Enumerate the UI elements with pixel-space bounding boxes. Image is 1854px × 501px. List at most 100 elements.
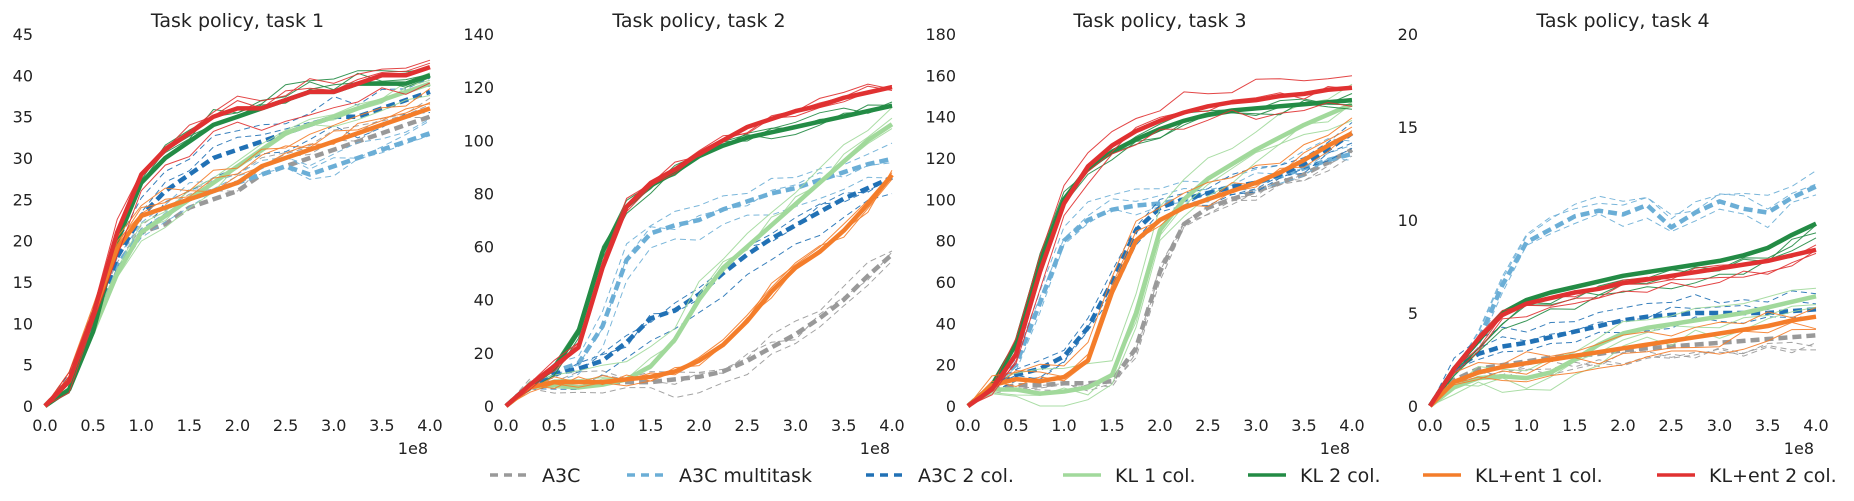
- x-tick-label: 2.5: [273, 416, 298, 435]
- y-tick-label: 180: [925, 25, 956, 44]
- series-run-line: [44, 85, 431, 407]
- y-tick-label: 140: [463, 25, 494, 44]
- y-tick-label: 0: [23, 397, 33, 416]
- x-offset-label: 1e8: [860, 439, 890, 458]
- series-run-line: [44, 95, 431, 407]
- legend-label: KL 2 col.: [1300, 465, 1381, 487]
- series-run-line: [967, 151, 1353, 407]
- series-run-line: [1429, 328, 1817, 407]
- series-run-line: [44, 102, 431, 407]
- y-tick-label: 0: [1408, 397, 1418, 416]
- series-mean-line: [1428, 294, 1817, 408]
- series-run-line: [967, 101, 1353, 407]
- series-run-line: [44, 104, 431, 407]
- series-mean-line: [504, 175, 893, 408]
- legend-label: A3C 2 col.: [918, 465, 1014, 487]
- series-run-line: [44, 120, 431, 407]
- legend-label: A3C: [542, 465, 580, 487]
- y-tick-label: 5: [1408, 304, 1418, 323]
- series-mean-line: [966, 97, 1353, 408]
- panel-2: Task policy, task 2 0 20 40 60 80 100 120 140 0.0…: [463, 10, 904, 458]
- y-tick-label: 60: [474, 238, 494, 257]
- y-tick-label: 45: [13, 25, 33, 44]
- series-run-line: [967, 103, 1353, 407]
- x-offset-label: 1e8: [1320, 439, 1350, 458]
- panel-title: Task policy, task 1: [150, 10, 324, 32]
- x-tick-label: 3.0: [321, 416, 346, 435]
- x-tick-label: 4.0: [417, 416, 442, 435]
- series-run-line: [505, 83, 893, 407]
- series-run-line: [44, 118, 431, 407]
- series-run-line: [1429, 307, 1817, 407]
- series-run-line: [1429, 252, 1817, 407]
- x-tick-label: 2.5: [1659, 416, 1684, 435]
- x-tick-label: 2.0: [1610, 416, 1635, 435]
- series-run-line: [1429, 170, 1817, 407]
- x-offset-label: 1e8: [1784, 439, 1814, 458]
- x-tick-label: 3.5: [1755, 416, 1780, 435]
- y-tick-label: 20: [1398, 25, 1418, 44]
- y-tick-label: 15: [1398, 118, 1418, 137]
- panel-title: Task policy, task 4: [1535, 10, 1709, 32]
- series-run-line: [505, 107, 893, 407]
- y-tick-label: 0: [484, 397, 494, 416]
- series-run-line: [967, 99, 1353, 407]
- series-mean-line: [43, 114, 431, 408]
- y-tick-label: 40: [474, 291, 494, 310]
- series-mean-line: [43, 89, 431, 408]
- panel-1: Task policy, task 1 0 5 10 15 20 25 30 35 40 45 0.0…: [13, 10, 443, 458]
- series-run-line: [1429, 321, 1817, 407]
- x-tick-label: 0.5: [542, 416, 567, 435]
- x-tick-label: 1.5: [638, 416, 663, 435]
- y-tick-label: 80: [936, 232, 956, 251]
- x-tick-label: 1.5: [177, 416, 202, 435]
- series-run-line: [1429, 341, 1817, 407]
- legend-label: A3C multitask: [679, 465, 812, 487]
- y-tick-label: 40: [13, 66, 33, 85]
- y-tick-label: 40: [936, 314, 956, 333]
- y-tick-label: 120: [463, 78, 494, 97]
- y-tick-label: 160: [925, 66, 956, 85]
- y-tick-label: 20: [936, 356, 956, 375]
- series-run-line: [967, 117, 1353, 407]
- x-tick-label: 1.0: [129, 416, 154, 435]
- y-tick-label: 10: [13, 314, 33, 333]
- series-run-line: [1429, 304, 1817, 407]
- series-run-line: [967, 93, 1353, 407]
- x-tick-label: 0.5: [1003, 416, 1028, 435]
- panel-title: Task policy, task 3: [1072, 10, 1246, 32]
- series-run-line: [44, 72, 431, 407]
- series-run-line: [505, 176, 893, 407]
- series-mean-line: [504, 173, 894, 408]
- series-run-line: [967, 122, 1353, 407]
- x-tick-label: 1.0: [590, 416, 615, 435]
- legend-label: KL+ent 2 col.: [1709, 465, 1837, 487]
- series-run-line: [505, 177, 893, 407]
- series-run-line: [1429, 183, 1817, 407]
- x-tick-label: 0.0: [1417, 416, 1442, 435]
- y-tick-label: 35: [13, 108, 33, 127]
- series-run-line: [967, 155, 1353, 407]
- series-run-line: [1429, 237, 1817, 407]
- x-tick-label: 2.0: [225, 416, 250, 435]
- x-tick-label: 1.5: [1099, 416, 1124, 435]
- x-offset-label: 1e8: [398, 439, 428, 458]
- x-tick-label: 1.0: [1051, 416, 1076, 435]
- x-tick-label: 0.0: [493, 416, 518, 435]
- series-mean-line: [966, 102, 1353, 408]
- x-tick-label: 1.5: [1562, 416, 1587, 435]
- series-run-line: [44, 103, 431, 407]
- series-run-line: [505, 172, 893, 407]
- y-tick-label: 25: [13, 190, 33, 209]
- series-run-line: [505, 193, 893, 407]
- series-mean-line: [1428, 333, 1817, 408]
- x-tick-label: 0.0: [955, 416, 980, 435]
- x-tick-label: 1.0: [1514, 416, 1539, 435]
- y-tick-label: 5: [23, 356, 33, 375]
- y-tick-label: 10: [1398, 211, 1418, 230]
- panel-4: Task policy, task 4 0 5 10 15 20 0.0 0.5 1.0 1.5 2…: [1398, 10, 1829, 458]
- series-mean-line: [966, 131, 1354, 408]
- legend-label: KL+ent 1 col.: [1475, 465, 1603, 487]
- x-tick-label: 2.5: [1195, 416, 1220, 435]
